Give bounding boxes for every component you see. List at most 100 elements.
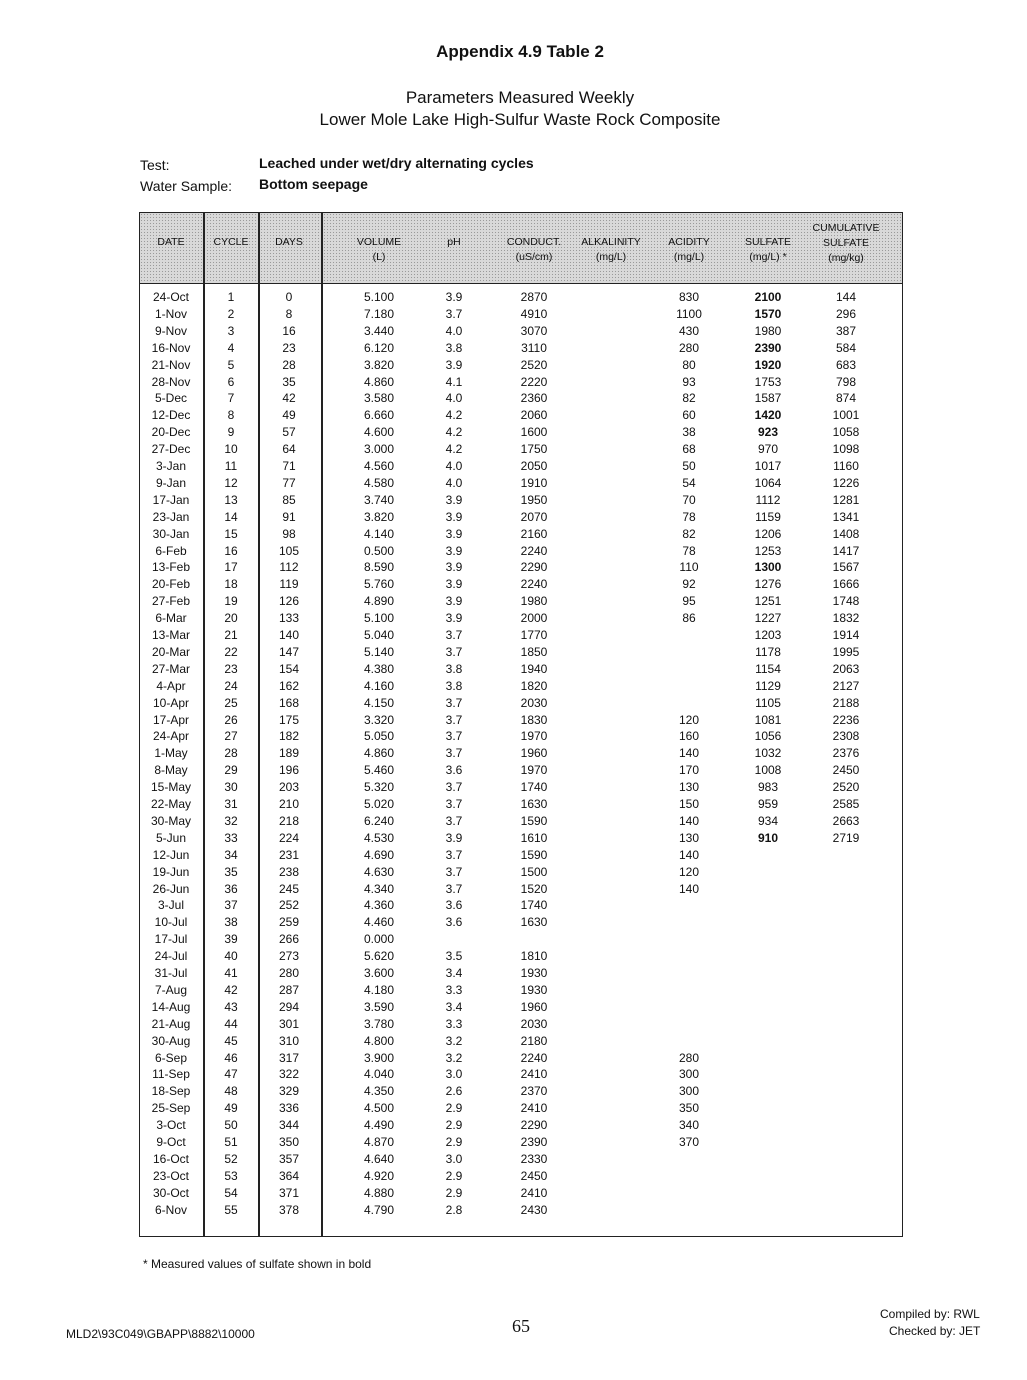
header-text: SULFATE: [745, 236, 791, 248]
cell-conductivity: 1930: [520, 966, 548, 980]
cell-ph: 3.6: [445, 915, 463, 930]
cell-cycle: 14: [224, 509, 238, 524]
cell-ph: 3.7: [445, 644, 463, 659]
cell-cycle: 46: [224, 1050, 238, 1065]
cell-volume: 4.530: [363, 830, 395, 845]
cell-sulfate: 1227: [754, 611, 782, 626]
cell-cumulative-sulfate: 2663: [832, 813, 860, 828]
cell-days: 357: [278, 1151, 300, 1166]
cell-acidity: 170: [678, 763, 700, 778]
cell-days: 210: [278, 797, 300, 811]
cell-days: 112: [279, 560, 299, 575]
cell-volume: 3.820: [363, 357, 395, 372]
cell-cycle: 39: [224, 932, 238, 947]
cell-date: 10-Apr: [152, 695, 190, 710]
header-text: VOLUME: [356, 236, 402, 248]
cell-ph: 3.2: [445, 1050, 463, 1065]
cell-volume: 8.590: [363, 560, 395, 575]
cell-days: 35: [282, 374, 296, 389]
cell-days: 162: [278, 678, 300, 693]
test-value: Leached under wet/dry alternating cycles: [259, 155, 534, 171]
cell-cycle: 11: [224, 459, 238, 473]
cell-cumulative-sulfate: 1408: [832, 526, 860, 541]
cell-sulfate: 1105: [755, 695, 781, 710]
cell-days: 133: [278, 611, 300, 626]
cell-volume: 3.590: [363, 999, 395, 1014]
cell-days: 322: [278, 1067, 300, 1082]
header-text: CYCLE: [213, 236, 249, 248]
cell-days: 336: [278, 1101, 300, 1116]
cell-acidity: 300: [678, 1067, 700, 1082]
cell-ph: 3.9: [445, 509, 463, 524]
cell-ph: 3.6: [445, 763, 463, 778]
cell-volume: 4.150: [363, 695, 395, 710]
cell-conductivity: 1630: [520, 915, 548, 930]
cell-cumulative-sulfate: 1058: [832, 425, 860, 440]
cell-volume: 4.160: [363, 678, 395, 693]
cell-days: 91: [282, 509, 296, 524]
cell-ph: 2.9: [445, 1118, 463, 1133]
cell-cumulative-sulfate: 798: [835, 374, 857, 389]
file-path: MLD2\93C049\GBAPP\8882\10000: [66, 1327, 255, 1341]
cell-conductivity: 2070: [520, 509, 548, 524]
cell-ph: 3.4: [445, 966, 463, 980]
header-ph: pH: [409, 235, 499, 250]
cell-ph: 3.9: [445, 492, 463, 507]
cell-date: 30-May: [150, 813, 191, 828]
header-text: SULFATE: [823, 237, 869, 249]
cell-sulfate: 1253: [754, 543, 782, 558]
cell-ph: 3.9: [445, 611, 463, 626]
cell-ph: 3.7: [445, 695, 463, 710]
cell-date: 3-Oct: [156, 1118, 186, 1133]
footnote: * Measured values of sulfate shown in bo…: [143, 1257, 372, 1271]
cell-cycle: 43: [224, 999, 238, 1014]
cell-volume: 3.440: [363, 323, 395, 338]
cell-conductivity: 3070: [520, 323, 548, 338]
cell-date: 21-Nov: [151, 357, 191, 372]
cell-sulfate: 1980: [754, 323, 782, 338]
cell-volume: 5.760: [363, 577, 395, 592]
cell-volume: 0.500: [363, 543, 395, 558]
cell-conductivity: 2060: [520, 408, 548, 423]
cell-cumulative-sulfate: 683: [835, 357, 857, 372]
cell-conductivity: 1500: [520, 864, 548, 879]
cell-conductivity: 1630: [520, 797, 548, 811]
cell-date: 5-Jun: [155, 830, 187, 845]
cell-cumulative-sulfate: 2127: [832, 678, 860, 693]
cell-acidity: 82: [682, 526, 696, 541]
cell-cycle: 26: [224, 712, 238, 727]
cell-volume: 0.000: [363, 932, 395, 947]
cell-conductivity: 2290: [520, 1118, 548, 1133]
cell-ph: 3.0: [445, 1067, 463, 1082]
cell-sulfate: 1587: [754, 391, 782, 406]
cell-cumulative-sulfate: 2308: [832, 729, 860, 744]
cell-days: 344: [278, 1118, 300, 1133]
cell-cycle: 8: [227, 408, 235, 423]
cell-date: 24-Jul: [154, 949, 188, 964]
cell-acidity: 140: [678, 813, 700, 828]
header-date: DATE: [126, 235, 216, 250]
cell-conductivity: 2180: [520, 1033, 548, 1048]
cell-acidity: 280: [678, 340, 700, 355]
cell-date: 27-Mar: [151, 661, 190, 676]
cell-cumulative-sulfate: 2585: [832, 797, 860, 811]
cell-cycle: 21: [224, 628, 238, 642]
cell-volume: 4.690: [363, 847, 395, 862]
cell-ph: 2.9: [445, 1168, 463, 1183]
cell-conductivity: 1520: [520, 881, 548, 896]
cell-date: 3-Jul: [157, 898, 184, 913]
cell-acidity: 78: [682, 509, 696, 524]
cell-date: 27-Feb: [151, 594, 191, 609]
cell-conductivity: 2220: [520, 374, 548, 389]
cell-cycle: 10: [224, 442, 238, 457]
cell-conductivity: 1740: [520, 898, 548, 913]
header-text: (mg/kg): [828, 252, 864, 264]
cell-volume: 4.350: [363, 1084, 395, 1099]
cell-days: 364: [278, 1168, 300, 1183]
cell-cycle: 40: [224, 949, 238, 964]
cell-cycle: 24: [224, 678, 238, 693]
cell-days: 231: [278, 847, 300, 862]
header-alkalinity: ALKALINITY (mg/L): [566, 235, 656, 265]
cell-conductivity: 2030: [520, 1016, 548, 1031]
cell-ph: 3.7: [445, 864, 463, 879]
